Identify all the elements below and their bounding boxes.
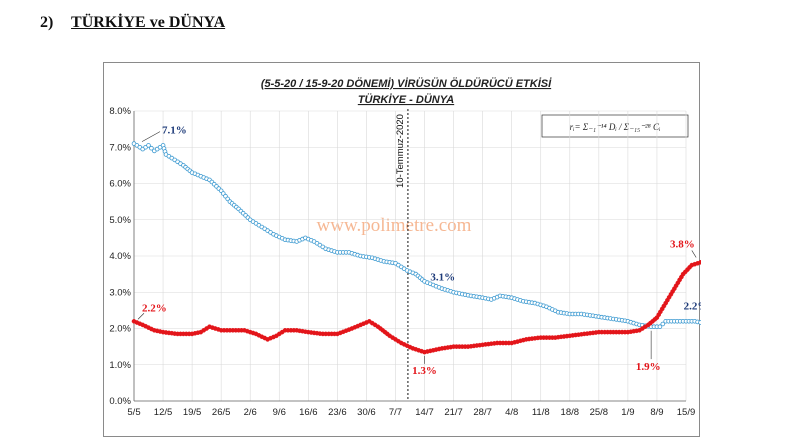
annotation-leader (691, 250, 697, 258)
y-tick-label: 2.0% (109, 324, 131, 335)
formula-box (541, 114, 689, 138)
chart-title: (5-5-20 / 15-9-20 DÖNEMİ) VİRÜSÜN ÖLDÜRÜ… (261, 77, 552, 90)
x-tick-label: 16/6 (299, 407, 318, 418)
label-blue-end: 2.2% (684, 300, 701, 312)
series-point (698, 260, 701, 265)
annotation-leader (141, 131, 161, 142)
annotation-layer: 7.1% 3.1% 2.2% 2.2% 1.3% 1.9% 3.8% (137, 125, 701, 377)
vertical-marker-label: 10-Temmuz-2020 (395, 114, 406, 188)
series-point (660, 321, 666, 327)
label-blue-start: 7.1% (162, 125, 187, 137)
y-tick-label: 6.0% (109, 179, 131, 190)
x-tick-label: 21/7 (444, 407, 463, 418)
x-tick-label: 1/9 (621, 407, 634, 418)
x-tick-label: 19/5 (183, 407, 202, 418)
x-tick-label: 12/5 (154, 407, 173, 418)
section-heading: 2) TÜRKİYE ve DÜNYA (40, 14, 225, 32)
grid-layer (133, 110, 687, 402)
label-red-start: 2.2% (142, 302, 167, 314)
y-tick-label: 7.0% (109, 142, 131, 153)
fatality-rate-chart: (5-5-20 / 15-9-20 DÖNEMİ) VİRÜSÜN ÖLDÜRÜ… (109, 77, 701, 418)
x-tick-label: 2/6 (244, 407, 257, 418)
series-point (698, 320, 701, 325)
y-tick-label: 0.0% (109, 396, 131, 407)
annotation-leader (137, 313, 145, 320)
label-red-min: 1.3% (412, 365, 437, 377)
y-tick-label: 1.0% (109, 360, 131, 371)
x-tick-label: 4/8 (505, 407, 518, 418)
chart-subtitle: TÜRKİYE - DÜNYA (358, 93, 454, 106)
x-tick-label: 11/8 (532, 407, 550, 418)
y-tick-label: 5.0% (109, 215, 131, 226)
x-tick-label: 9/6 (273, 407, 286, 418)
series-point (149, 145, 154, 151)
series-point (657, 324, 663, 330)
chart-frame: (5-5-20 / 15-9-20 DÖNEMİ) VİRÜSÜN ÖLDÜRÜ… (103, 62, 701, 437)
x-tick-label: 26/5 (212, 407, 231, 418)
x-tick-label: 18/8 (561, 407, 580, 418)
section-number: 2) (40, 14, 54, 31)
vertical-marker-layer: 10-Temmuz-2020 (395, 109, 409, 401)
formula-text: rᵢ= Σ₋₁⁻¹⁴ Dᵢ / Σ₋₁₅⁻²⁸ Cᵢ (570, 122, 661, 132)
x-tick-label: 5/5 (127, 407, 140, 418)
x-tick-label: 25/8 (590, 407, 609, 418)
x-tick-label: 23/6 (328, 407, 347, 418)
label-blue-mid: 3.1% (430, 272, 455, 284)
x-tick-label: 8/9 (650, 407, 663, 418)
y-tick-label: 4.0% (109, 251, 131, 262)
section-title: TÜRKİYE ve DÜNYA (71, 14, 226, 31)
axis-layer: 0.0% 1.0% 2.0% 3.0% 4.0% 5.0% 6.0% 7.0% 8.0% 5/5 1… (109, 106, 695, 418)
x-tick-label: 7/7 (389, 407, 402, 418)
x-tick-label: 30/6 (357, 407, 376, 418)
x-tick-label: 15/9 (677, 407, 696, 418)
y-tick-label: 8.0% (109, 106, 131, 117)
x-tick-label: 14/7 (415, 407, 434, 418)
x-tick-label: 28/7 (473, 407, 492, 418)
label-red-end: 3.8% (670, 238, 695, 250)
series-point (146, 143, 151, 148)
y-tick-label: 3.0% (109, 287, 131, 298)
watermark-text: www.polimetre.com (317, 215, 472, 236)
label-red-low: 1.9% (636, 361, 661, 373)
series-layer (131, 141, 701, 355)
